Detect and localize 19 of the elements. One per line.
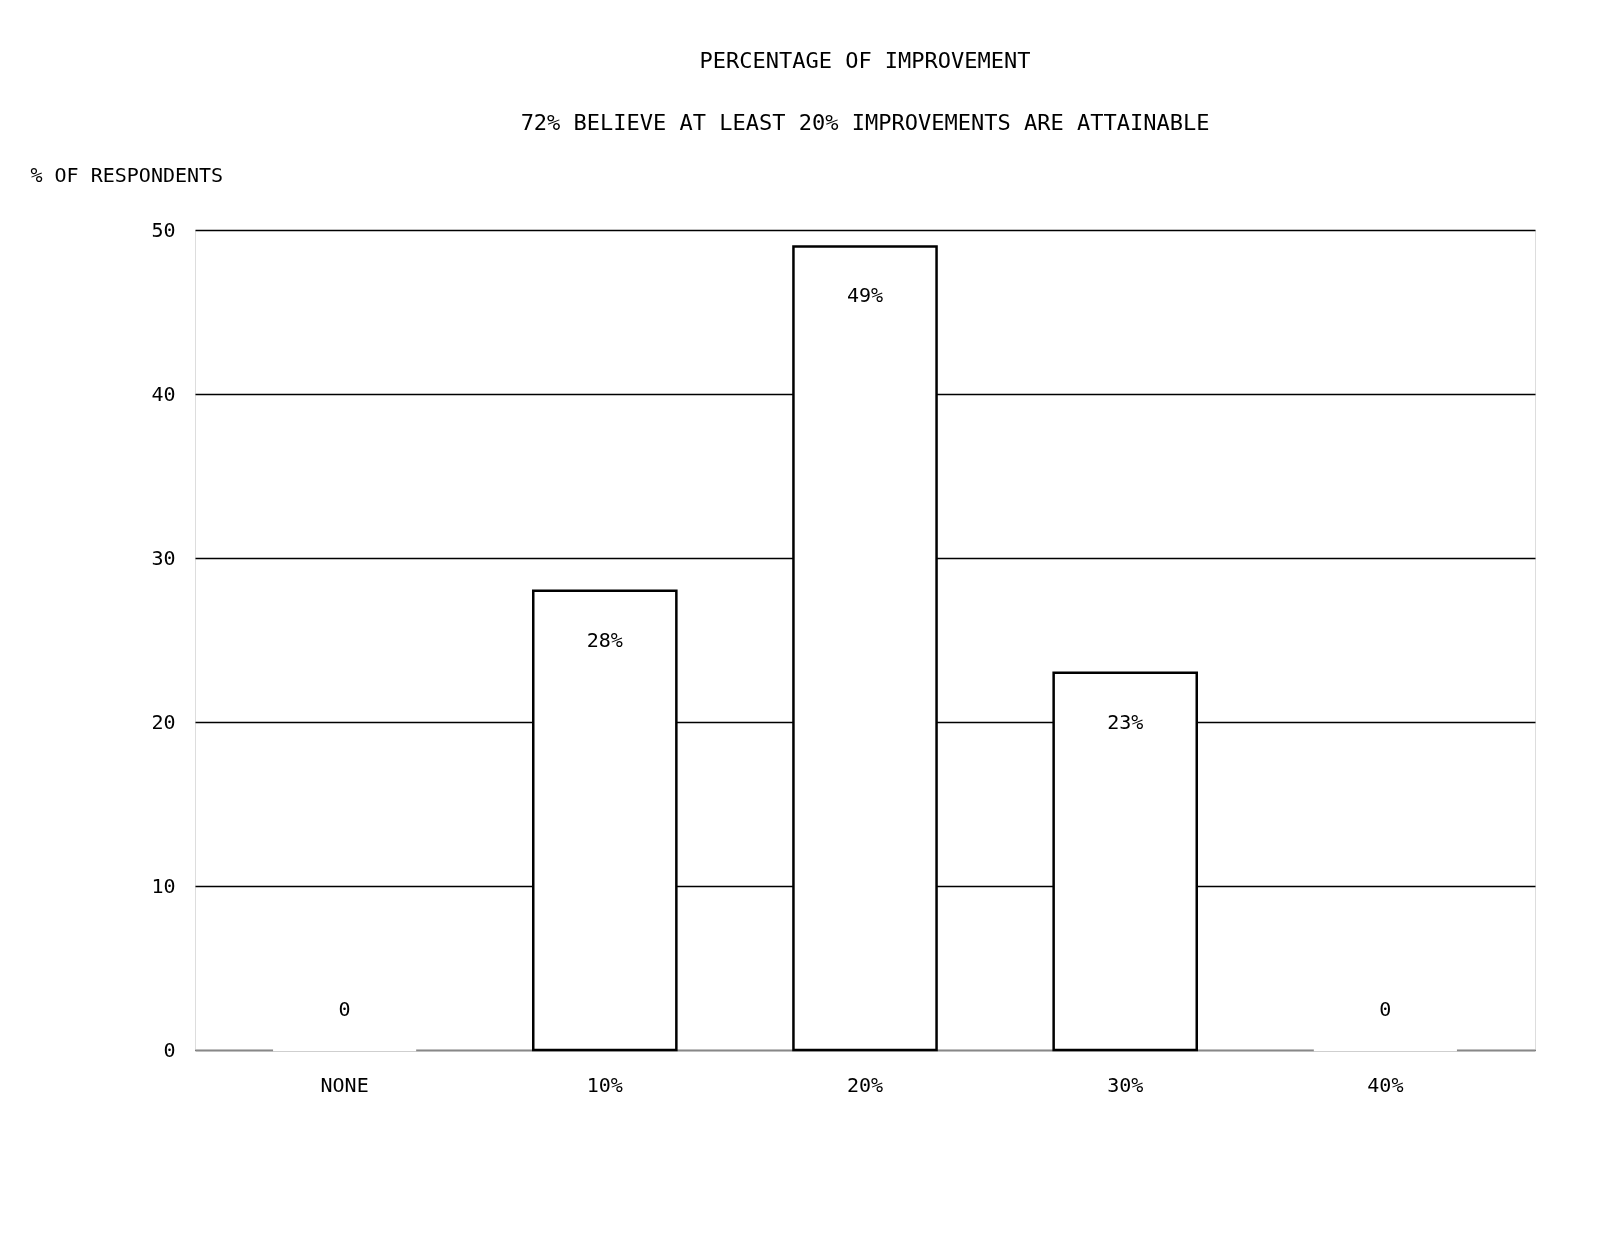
data-label: 28% bbox=[586, 627, 623, 652]
data-label: 23% bbox=[1107, 709, 1144, 734]
y-axis-title: % OF RESPONDENTS bbox=[30, 162, 224, 187]
x-tick-label: 10% bbox=[586, 1072, 623, 1097]
data-label: 0 bbox=[338, 997, 351, 1021]
chart-title: PERCENTAGE OF IMPROVEMENT bbox=[699, 48, 1031, 73]
y-tick-label: 30 bbox=[151, 545, 176, 570]
y-tick-label: 0 bbox=[163, 1037, 176, 1062]
y-tick-label: 50 bbox=[151, 217, 176, 242]
data-label: 49% bbox=[846, 283, 884, 308]
x-tick-label: 30% bbox=[1107, 1072, 1144, 1097]
chart-subtitle: 72% BELIEVE AT LEAST 20% IMPROVEMENTS ARE ATTAINABLE bbox=[520, 110, 1210, 135]
y-tick-label: 20 bbox=[151, 709, 176, 734]
x-tick-label: 20% bbox=[846, 1072, 884, 1097]
y-tick-label: 40 bbox=[151, 381, 176, 406]
x-tick-label: 40% bbox=[1367, 1072, 1404, 1097]
y-tick-label: 10 bbox=[151, 873, 176, 898]
x-tick-label: NONE bbox=[320, 1072, 369, 1097]
data-label: 0 bbox=[1379, 997, 1392, 1021]
